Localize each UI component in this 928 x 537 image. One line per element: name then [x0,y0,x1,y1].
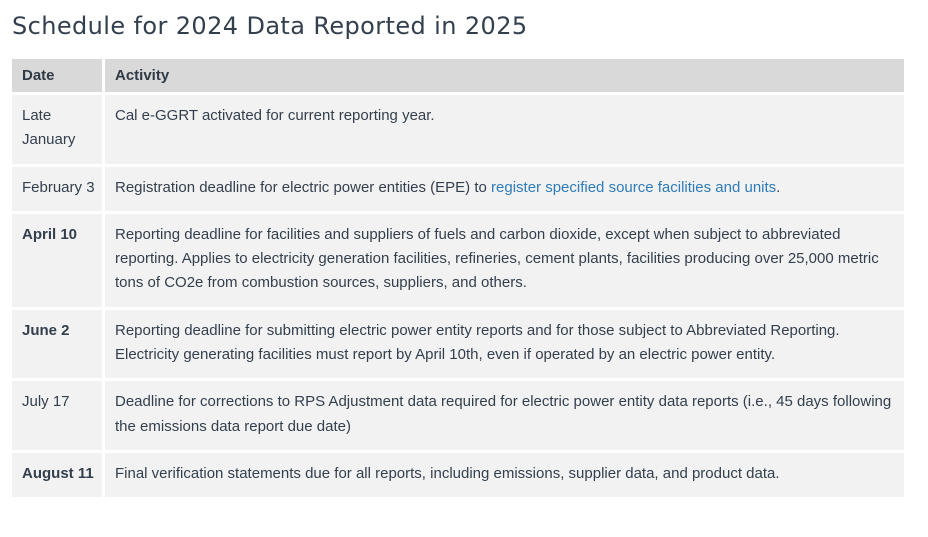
activity-cell: Reporting deadline for facilities and su… [105,213,904,307]
column-header-activity: Activity [105,59,904,92]
activity-cell: Final verification statements due for al… [105,452,904,498]
page-title: Schedule for 2024 Data Reported in 2025 [12,12,528,40]
activity-cell: Cal e-GGRT activated for current reporti… [105,95,904,164]
date-cell: February 3 [12,166,102,211]
table-row: June 2 Reporting deadline for submitting… [12,309,904,379]
column-header-date: Date [12,59,102,92]
date-cell: Late January [12,95,102,164]
activity-text: . [776,178,781,196]
schedule-table: Date Activity Late January Cal e-GGRT ac… [9,56,907,500]
activity-cell: Registration deadline for electric power… [105,166,904,211]
activity-cell: Reporting deadline for submitting electr… [105,309,904,379]
activity-cell: Deadline for corrections to RPS Adjustme… [105,381,904,450]
date-cell: June 2 [12,309,102,379]
date-cell: August 11 [12,452,102,498]
table-row: April 10 Reporting deadline for faciliti… [12,213,904,307]
date-cell: April 10 [12,213,102,307]
activity-text: Registration deadline for electric power… [115,178,492,196]
table-row: August 11 Final verification statements … [12,452,904,498]
date-cell: July 17 [12,381,102,450]
table-row: February 3 Registration deadline for ele… [12,166,904,211]
table-row: July 17 Deadline for corrections to RPS … [12,381,904,450]
register-facilities-link[interactable]: register specified source facilities and… [491,178,777,196]
table-header-row: Date Activity [12,59,904,92]
table-row: Late January Cal e-GGRT activated for cu… [12,95,904,164]
